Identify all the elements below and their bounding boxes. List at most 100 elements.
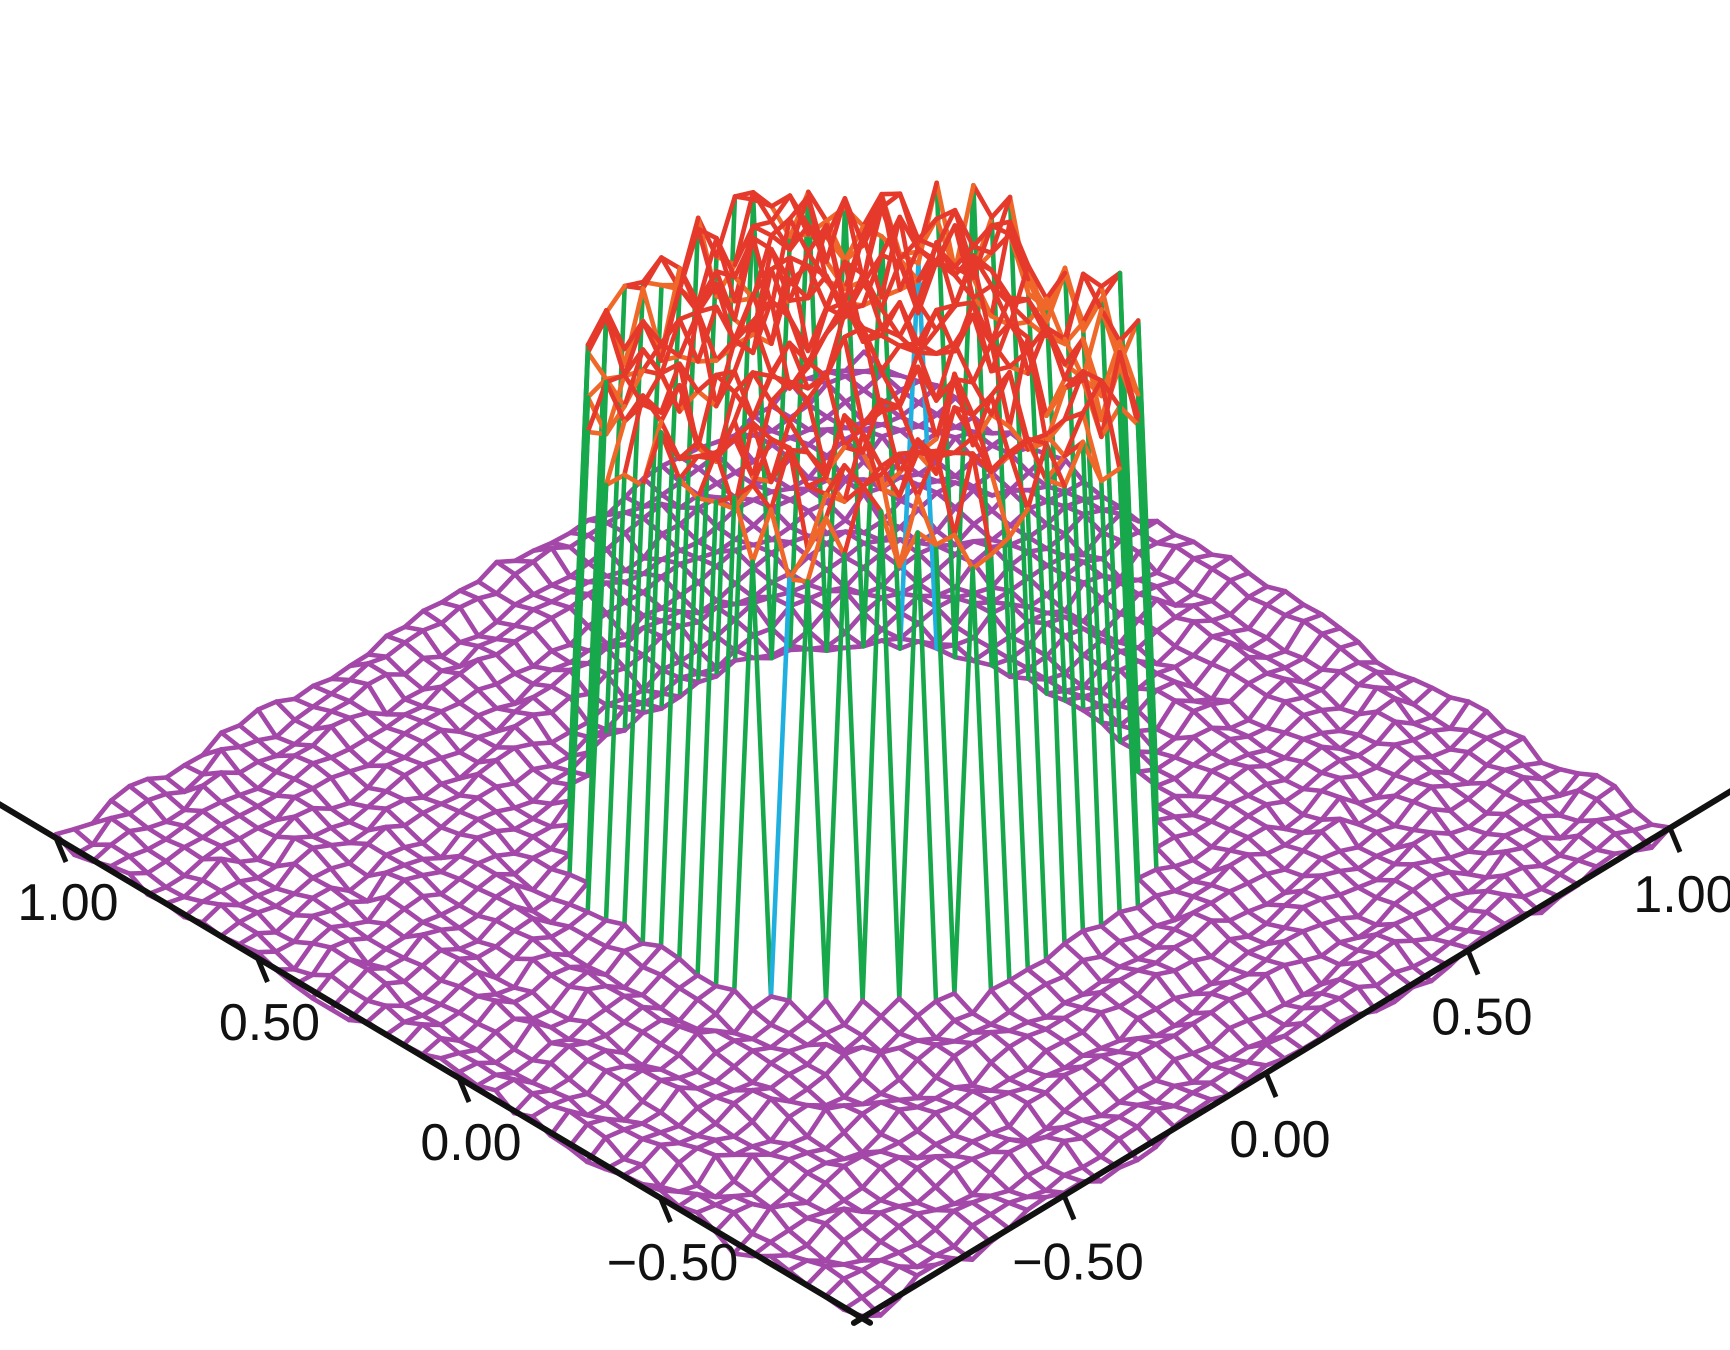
mesh-segment bbox=[1282, 648, 1306, 661]
mesh-segment bbox=[1337, 868, 1361, 890]
mesh-segment bbox=[511, 1077, 535, 1096]
mesh-segment bbox=[1227, 950, 1251, 971]
mesh-segment bbox=[493, 745, 518, 763]
mesh-segment bbox=[713, 1101, 737, 1126]
mesh-segment bbox=[1447, 825, 1471, 837]
mesh-segment bbox=[1392, 719, 1416, 743]
mesh-segment bbox=[549, 530, 573, 546]
mesh-segment bbox=[494, 681, 518, 707]
mesh-segment bbox=[1337, 645, 1361, 665]
mesh-segment bbox=[347, 746, 371, 769]
mesh-segment bbox=[915, 364, 939, 442]
mesh-segment bbox=[255, 875, 279, 891]
mesh-segment bbox=[1392, 913, 1416, 927]
mesh-segment bbox=[420, 755, 444, 767]
mesh-segment bbox=[511, 1019, 535, 1052]
mesh-segment bbox=[1411, 702, 1435, 720]
mesh-segment bbox=[1410, 978, 1434, 990]
mesh-segment bbox=[750, 507, 774, 565]
mesh-segment bbox=[292, 845, 316, 866]
mesh-segment bbox=[438, 947, 462, 962]
mesh-segment bbox=[1355, 952, 1379, 966]
mesh-segment bbox=[749, 1205, 773, 1236]
mesh-segment bbox=[639, 1110, 664, 1126]
mesh-segment bbox=[915, 448, 939, 455]
mesh-segment bbox=[1557, 766, 1581, 776]
mesh-segment bbox=[1043, 1000, 1067, 1020]
mesh-segment bbox=[402, 696, 426, 709]
mesh-segment bbox=[1612, 827, 1636, 836]
mesh-segment bbox=[1135, 992, 1159, 1012]
mesh-segment bbox=[768, 1202, 792, 1210]
mesh-segment bbox=[512, 712, 536, 729]
mesh-segment bbox=[1227, 880, 1251, 894]
mesh-segment bbox=[236, 930, 260, 947]
mesh-segment bbox=[823, 463, 847, 521]
mesh-segment bbox=[530, 989, 554, 1013]
mesh-segment bbox=[1576, 817, 1599, 838]
mesh-segment bbox=[1154, 698, 1178, 732]
mesh-segment bbox=[860, 1044, 884, 1055]
mesh-segment bbox=[1319, 757, 1343, 776]
mesh-segment bbox=[438, 1002, 462, 1015]
mesh-segment bbox=[933, 1075, 957, 1090]
mesh-segment bbox=[1575, 847, 1599, 863]
mesh-segment bbox=[329, 677, 353, 697]
mesh-segment bbox=[1594, 847, 1618, 857]
mesh-segment bbox=[859, 1295, 883, 1318]
mesh-segment bbox=[621, 1162, 645, 1178]
mesh-segment bbox=[603, 1135, 627, 1162]
mesh-segment bbox=[383, 981, 407, 1009]
mesh-segment bbox=[787, 255, 811, 269]
mesh-segment bbox=[420, 932, 444, 953]
mesh-segment bbox=[1392, 877, 1416, 893]
mesh-segment bbox=[713, 1202, 737, 1215]
mesh-segment bbox=[713, 1152, 737, 1158]
mesh-segment bbox=[1099, 296, 1123, 744]
mesh-segment bbox=[237, 893, 260, 908]
mesh-segment bbox=[218, 813, 242, 828]
mesh-segment bbox=[713, 494, 737, 989]
mesh-segment bbox=[658, 382, 682, 424]
mesh-segment bbox=[951, 1103, 975, 1118]
mesh-segment bbox=[750, 1096, 774, 1124]
mesh-segment bbox=[1025, 1194, 1048, 1213]
mesh-segment bbox=[566, 987, 590, 1022]
mesh-segment bbox=[402, 640, 426, 661]
mesh-segment bbox=[713, 1137, 737, 1158]
mesh-segment bbox=[1264, 676, 1288, 699]
mesh-segment bbox=[1447, 728, 1471, 752]
mesh-segment bbox=[1080, 1093, 1104, 1119]
mesh-segment bbox=[731, 559, 755, 993]
mesh-segment bbox=[750, 1060, 774, 1085]
mesh-segment bbox=[1061, 1135, 1085, 1144]
mesh-segment bbox=[713, 1193, 737, 1208]
mesh-segment bbox=[860, 192, 884, 284]
mesh-segment bbox=[200, 770, 224, 788]
mesh-segment bbox=[603, 1033, 627, 1056]
mesh-segment bbox=[1043, 1134, 1067, 1144]
mesh-segment bbox=[1209, 669, 1233, 702]
mesh-segment bbox=[841, 483, 866, 557]
mesh-segment bbox=[237, 859, 261, 881]
mesh-segment bbox=[1117, 992, 1141, 1009]
mesh-segment bbox=[1154, 793, 1178, 810]
mesh-segment bbox=[1282, 962, 1306, 998]
mesh-segment bbox=[90, 815, 114, 848]
mesh-segment bbox=[255, 903, 279, 915]
mesh-segment bbox=[860, 1075, 884, 1096]
mesh-segment bbox=[530, 740, 554, 747]
mesh-segment bbox=[511, 915, 536, 934]
mesh-segment bbox=[438, 781, 462, 798]
mesh-segment bbox=[530, 694, 554, 716]
mesh-segment bbox=[1154, 736, 1178, 755]
mesh-segment bbox=[1429, 714, 1453, 732]
mesh-segment bbox=[1190, 768, 1214, 799]
mesh-segment bbox=[1301, 695, 1325, 713]
mesh-segment bbox=[347, 715, 371, 741]
mesh-segment bbox=[457, 729, 481, 740]
mesh-segment bbox=[1484, 811, 1508, 837]
mesh-segment bbox=[218, 747, 242, 776]
mesh-segment bbox=[530, 664, 554, 673]
mesh-segment bbox=[1172, 864, 1196, 884]
